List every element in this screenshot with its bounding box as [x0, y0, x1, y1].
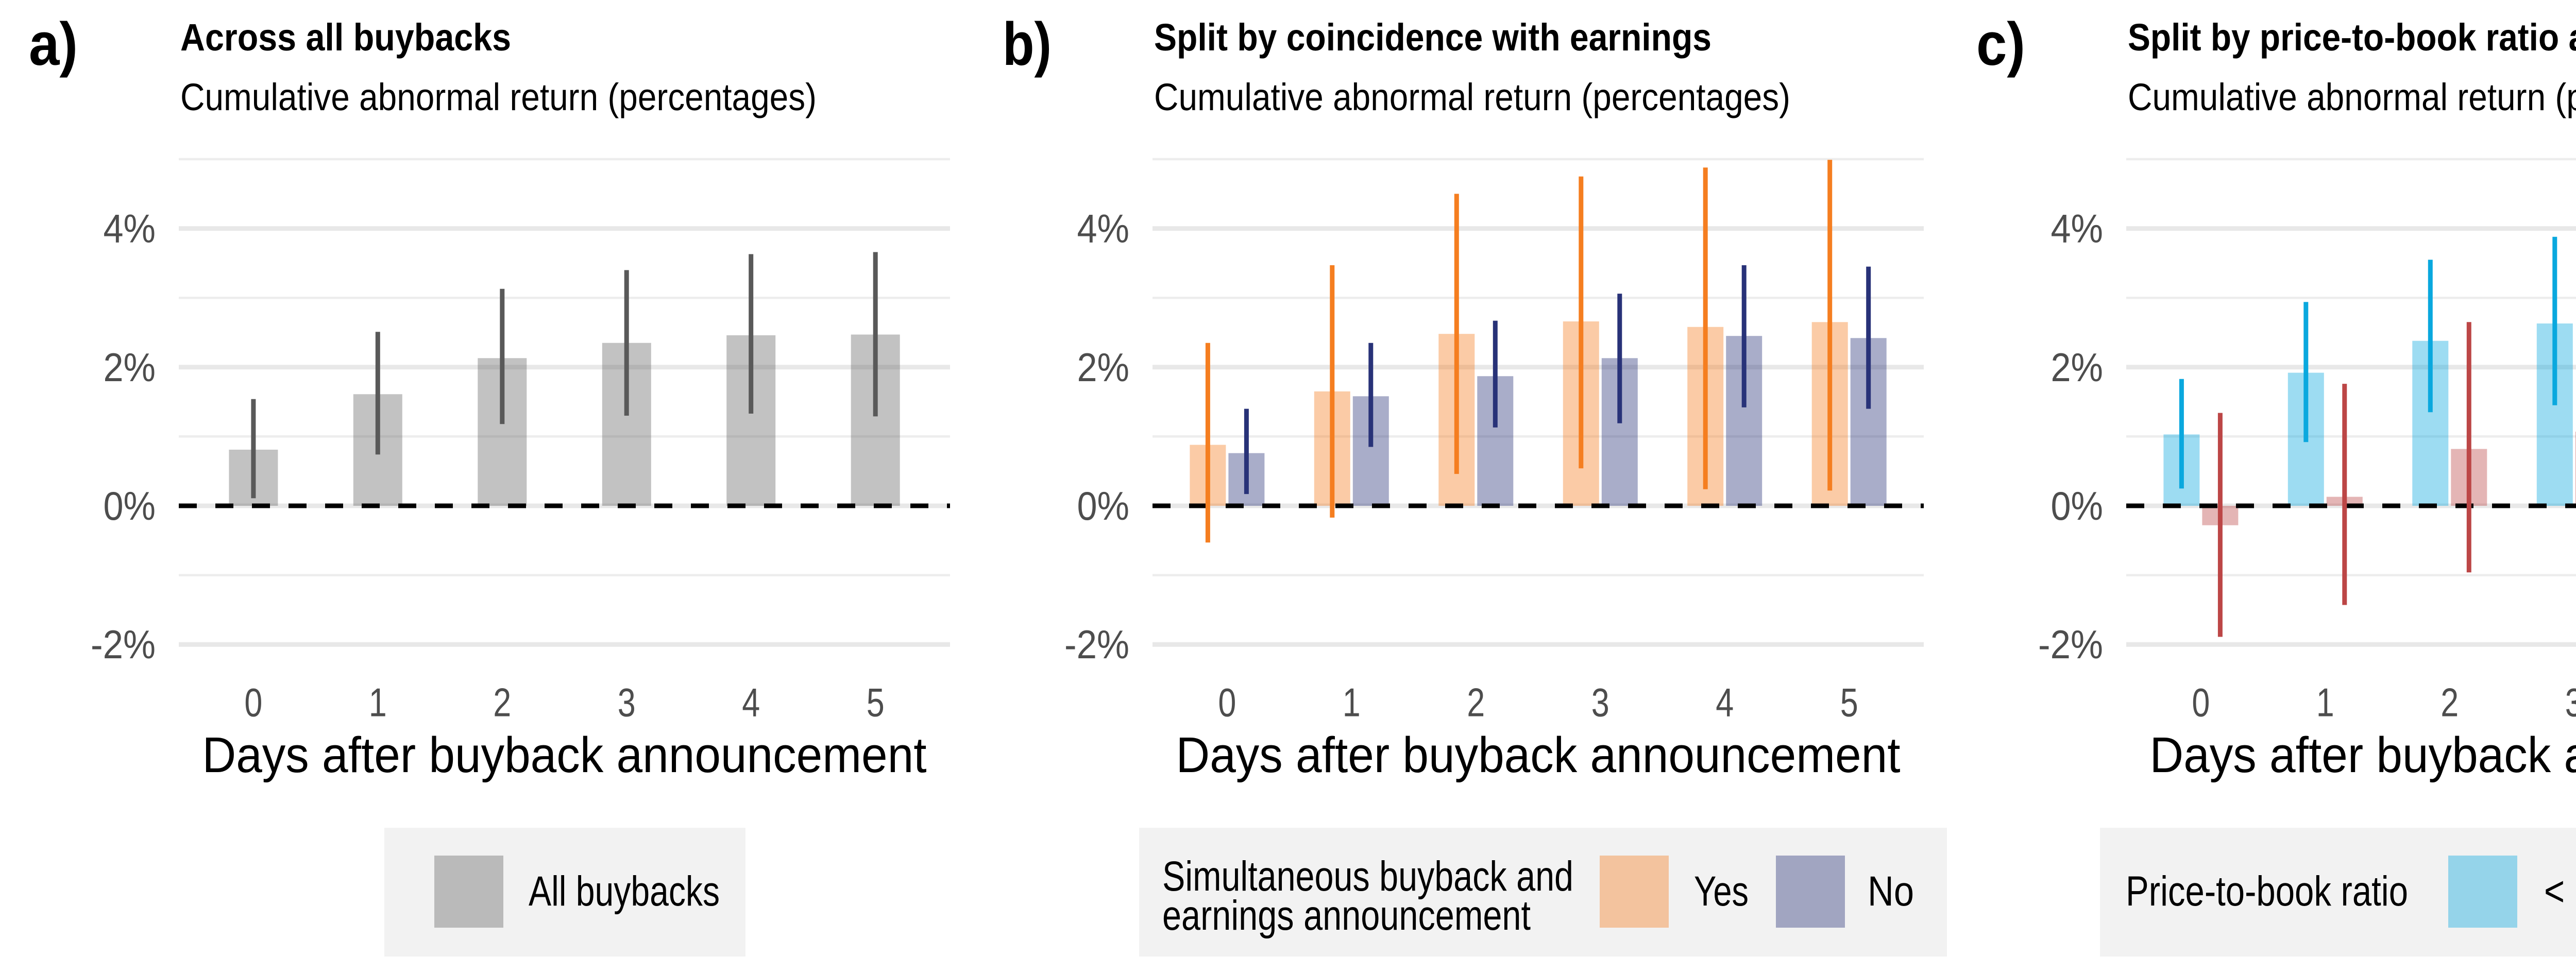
svg-text:0: 0	[2192, 680, 2210, 725]
svg-text:0: 0	[1218, 680, 1236, 725]
svg-text:2: 2	[493, 680, 511, 725]
svg-text:4%: 4%	[104, 206, 156, 251]
svg-text:0: 0	[244, 680, 262, 725]
svg-text:0%: 0%	[1077, 483, 1130, 528]
svg-text:Split by price-to-book ratio a: Split by price-to-book ratio above or be…	[2128, 16, 2576, 59]
svg-text:5: 5	[1840, 680, 1858, 725]
svg-text:Cumulative abnormal return (pe: Cumulative abnormal return (percentages)	[180, 76, 817, 118]
svg-text:Across all buybacks: Across all buybacks	[180, 16, 511, 59]
svg-text:2%: 2%	[1077, 345, 1130, 390]
svg-text:4%: 4%	[2051, 206, 2104, 251]
svg-text:0%: 0%	[104, 483, 156, 528]
svg-text:Days after buyback announcemen: Days after buyback announcement	[202, 727, 927, 783]
svg-text:2%: 2%	[2051, 345, 2104, 390]
svg-text:3: 3	[618, 680, 636, 725]
svg-text:b): b)	[1003, 10, 1052, 78]
svg-text:3: 3	[2565, 680, 2576, 725]
svg-text:-2%: -2%	[2038, 622, 2103, 667]
svg-text:c): c)	[1976, 10, 2025, 78]
svg-text:0%: 0%	[2051, 483, 2104, 528]
svg-text:4: 4	[1716, 680, 1734, 725]
svg-text:5: 5	[867, 680, 885, 725]
svg-text:1: 1	[1343, 680, 1361, 725]
svg-text:3: 3	[1591, 680, 1609, 725]
svg-text:Simultaneous buyback and: Simultaneous buyback and	[1162, 853, 1573, 900]
svg-text:a): a)	[29, 10, 78, 78]
svg-text:2%: 2%	[104, 345, 156, 390]
svg-text:No: No	[1868, 868, 1914, 915]
svg-text:< 100%: < 100%	[2544, 868, 2576, 915]
svg-text:Days after buyback announcemen: Days after buyback announcement	[1176, 727, 1901, 783]
svg-text:1: 1	[369, 680, 387, 725]
svg-text:Price-to-book ratio: Price-to-book ratio	[2126, 868, 2408, 915]
svg-text:Cumulative abnormal return (pe: Cumulative abnormal return (percentages)	[2128, 76, 2576, 118]
svg-text:Yes: Yes	[1694, 868, 1749, 915]
svg-text:earnings announcement: earnings announcement	[1162, 892, 1531, 939]
svg-text:1: 1	[2316, 680, 2334, 725]
svg-text:2: 2	[2441, 680, 2459, 725]
svg-text:-2%: -2%	[1064, 622, 1129, 667]
svg-text:-2%: -2%	[91, 622, 156, 667]
svg-text:All buybacks: All buybacks	[529, 868, 720, 915]
svg-text:4%: 4%	[1077, 206, 1130, 251]
svg-text:Days after buyback announcemen: Days after buyback announcement	[2150, 727, 2576, 783]
svg-text:Split by coincidence with earn: Split by coincidence with earnings	[1154, 16, 1711, 59]
svg-text:Cumulative abnormal return (pe: Cumulative abnormal return (percentages)	[1154, 76, 1790, 118]
svg-text:2: 2	[1467, 680, 1485, 725]
svg-text:4: 4	[742, 680, 760, 725]
